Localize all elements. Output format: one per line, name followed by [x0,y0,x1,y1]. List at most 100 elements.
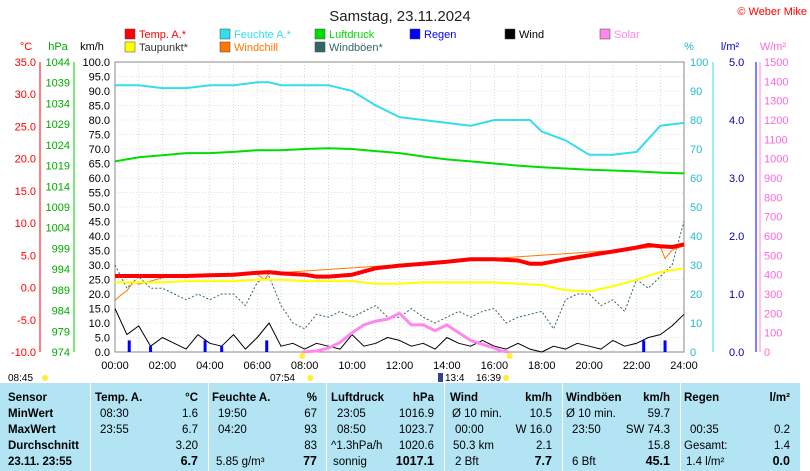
time-tick-label: 04:00 [196,360,224,372]
legend-label: Temp. A.* [139,29,187,41]
column-divider [208,383,209,471]
series-line-wind [114,308,685,353]
rain-bar [220,346,224,352]
legend-label: Taupunkt* [139,42,189,54]
gust-beaufort: 6 Bft [572,456,596,468]
rain-bar [149,346,153,352]
time-tick-label: 22:00 [623,360,651,372]
wind-tick-label: 45.0 [89,217,110,229]
humidity-axis-unit: % [684,41,694,53]
humidity-tick-label: 0 [690,347,696,359]
temp-min-time: 08:30 [100,408,129,420]
column-divider [680,383,681,471]
pressure-unit: hPa [412,392,434,404]
gust-unit: km/h [643,392,670,404]
temp-min: 1.6 [182,408,198,420]
pressure-forecast: sonnig [333,456,367,468]
wind-tick-label: 5.0 [95,333,110,345]
time-tick-label: 18:00 [528,360,556,372]
rain-unit: l/m² [769,392,790,404]
pressure-tick-label: 994 [52,264,70,276]
gust-current: 45.1 [645,454,670,468]
solar-axis-unit: W/m² [760,41,787,53]
gust-header: Windböen [566,392,622,404]
humidity-tick-label: 60 [690,173,702,185]
wind-header: Wind [450,392,478,404]
legend: Temp. A.* Feuchte A.* Luftdruck Regen Wind So… [124,28,640,54]
pressure-axis-unit: hPa [48,41,68,53]
solar-tick-label: 0 [764,347,770,359]
temp-axis-unit: °C [20,41,32,53]
wind-avg10: 10.5 [529,408,552,420]
wind-current: 7.7 [534,454,552,468]
series-line-feuchte-a [115,81,685,156]
grid [114,61,685,353]
temp-unit: °C [185,392,198,404]
wind-axis-unit: km/h [80,41,104,53]
time-tick-label: 00:00 [101,360,129,372]
solar-tick-label: 500 [764,250,782,262]
temp-tick-label: 10.0 [15,218,36,230]
pressure-tick-label: 984 [52,306,70,318]
rain-bar [663,340,667,352]
legend-swatch [409,28,421,40]
pressure-tick-label: 1009 [46,202,70,214]
rain-tick-label: 4.0 [729,115,744,127]
humidity-tick-label: 30 [690,260,702,272]
sunset-time: 16:39 [476,373,501,383]
rain-header: Regen [684,392,720,404]
wind-tick-label: 95.0 [89,72,110,84]
humidity-header: Feuchte A. [212,392,271,404]
humidity-max-time: 04:20 [218,424,247,436]
rain-total-label: Gesamt: [684,440,728,452]
time-tick-label: 24:00 [670,360,698,372]
solar-tick-label: 400 [764,270,782,282]
solar-tick-label: 1500 [764,57,788,69]
time-tick-label: 06:00 [243,360,271,372]
wind-avg10-label: Ø 10 min. [452,408,502,420]
rain-tick-label: 0.0 [729,347,744,359]
gust-avg: 15.8 [647,440,670,452]
wind-tick-label: 30.0 [89,260,110,272]
temp-tick-label: 5.0 [21,250,36,262]
solar-tick-label: 300 [764,289,782,301]
legend-swatch [599,28,611,40]
legend-swatch [504,28,516,40]
wind-tick-label: 35.0 [89,246,110,258]
legend-swatch [219,41,231,53]
wind-tick-label: 0.0 [95,347,110,359]
row-label-max: MaxWert [8,424,56,436]
temp-avg: 3.20 [175,440,198,452]
series [114,81,685,354]
rain-tick-label: 1.0 [729,289,744,301]
row-label-current: 23.11. 23:55 [8,456,72,468]
column-divider [90,383,91,471]
humidity-tick-label: 90 [690,86,702,98]
temp-header: Temp. A. [95,392,143,404]
temp-tick-label: -10.0 [11,347,36,359]
row-label-sensor: Sensor [8,392,47,404]
sunrise-sun-icon [299,353,306,359]
humidity-tick-label: 100 [690,57,708,69]
wind-tick-label: 20.0 [89,289,110,301]
series-line-temp-a [115,242,685,279]
wind-tick-label: 90.0 [89,86,110,98]
rain-max-time: 00:35 [690,424,719,436]
wind-tick-label: 10.0 [89,318,110,330]
gust-max-dir: SW 74.3 [625,424,670,436]
wind-tick-label: 25.0 [89,275,110,287]
pressure-trend: ^1.3hPa/h [331,440,383,452]
solar-tick-label: 1400 [764,76,788,88]
wind-tick-label: 40.0 [89,231,110,243]
legend-label: Luftdruck [329,29,375,41]
pressure-tick-label: 1004 [46,223,70,235]
time-tick-label: 02:00 [149,360,177,372]
wind-tick-label: 100.0 [82,57,110,69]
humidity-max: 93 [304,424,317,436]
humidity-unit: % [306,392,317,404]
humidity-tick-label: 10 [690,318,702,330]
rain-rate: 1.4 l/m² [686,456,725,468]
wind-tick-label: 50.0 [89,202,110,214]
wind-avg: 2.1 [536,440,552,452]
wind-tick-label: 15.0 [89,304,110,316]
